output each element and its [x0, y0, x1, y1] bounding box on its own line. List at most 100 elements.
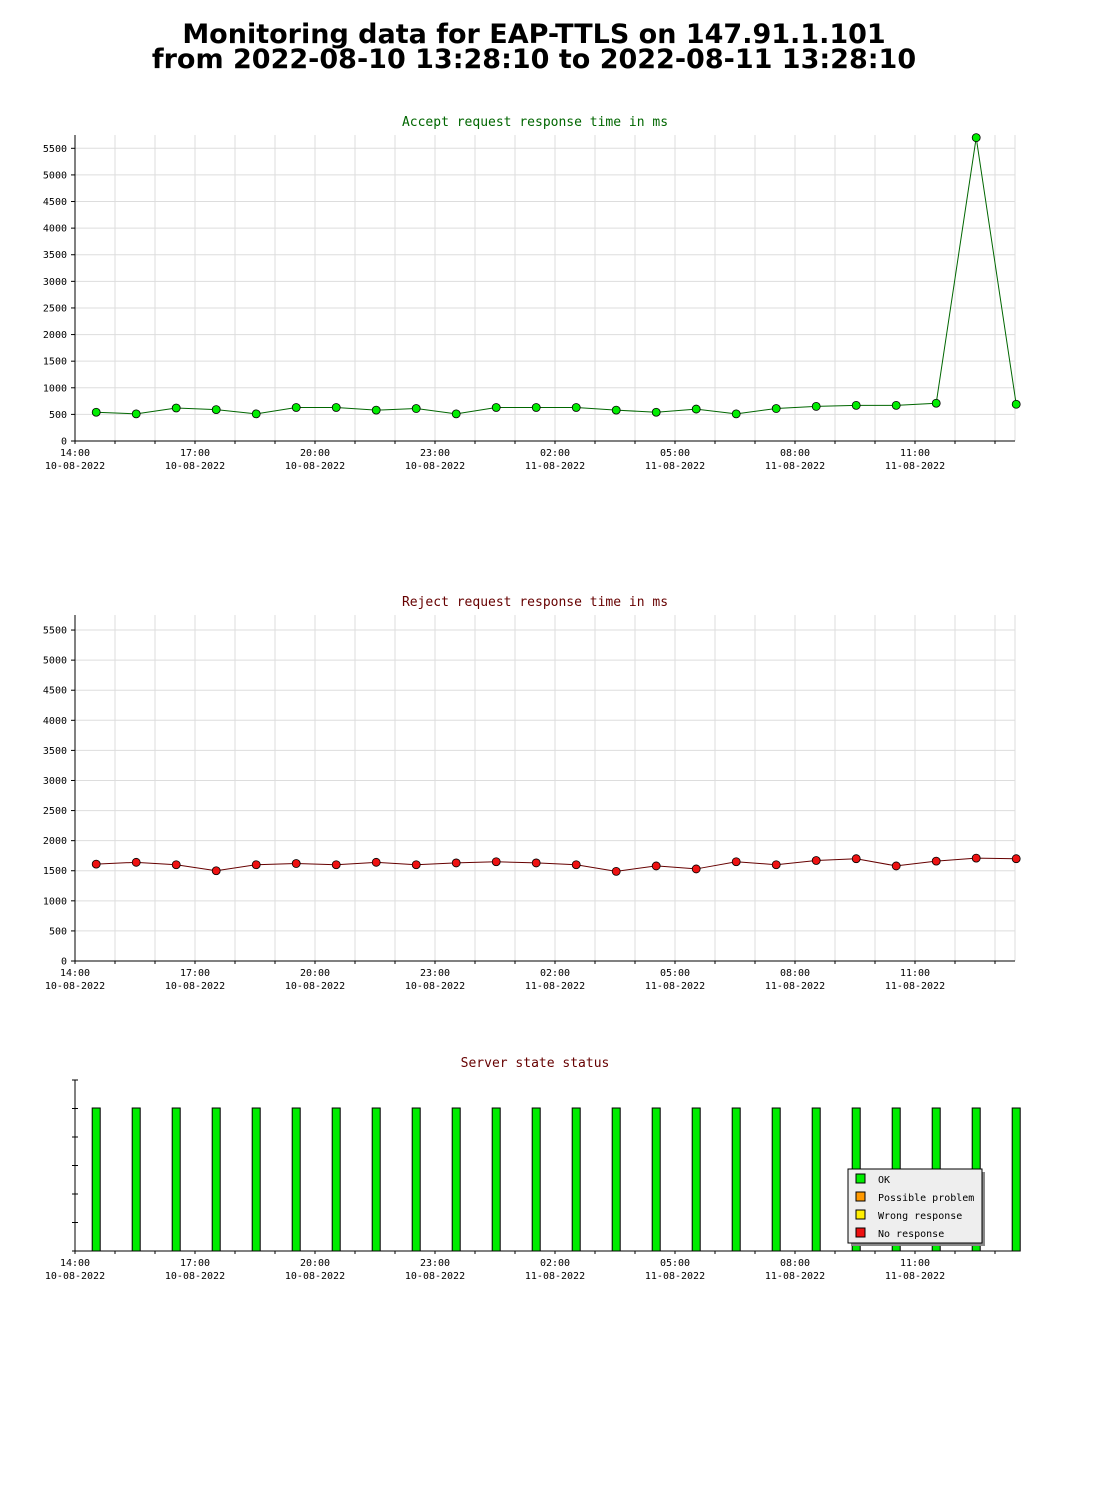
x-tick-label-time: 08:00 [780, 1258, 810, 1269]
status-bar [371, 1107, 381, 1252]
page-title-line-1: Monitoring data for EAP-TTLS on 147.91.1… [182, 19, 886, 50]
x-tick-label-date: 11-08-2022 [525, 981, 585, 992]
legend-box [847, 1168, 983, 1244]
x-tick-label-date: 11-08-2022 [885, 1271, 945, 1282]
data-point [731, 409, 741, 419]
data-point [291, 859, 301, 868]
data-point [891, 400, 901, 410]
data-point [411, 404, 421, 413]
data-point [91, 407, 101, 417]
x-tick-label-date: 10-08-2022 [405, 1271, 465, 1282]
status-bar [411, 1107, 421, 1252]
legend-label: Wrong response [878, 1211, 962, 1222]
y-tick-label: 1000 [43, 383, 67, 394]
data-point [371, 405, 381, 415]
y-tick-label: 0 [61, 437, 67, 448]
x-tick-label-date: 10-08-2022 [165, 1271, 225, 1282]
accept-response-chart: Accept request response time in ms 0 500 10… [43, 115, 1021, 472]
status-bar [771, 1107, 781, 1252]
data-point [931, 398, 941, 408]
chart-title: Reject request response time in ms [402, 595, 668, 610]
y-tick-label: 3000 [43, 277, 67, 288]
data-point [651, 861, 661, 871]
status-bar [531, 1107, 541, 1252]
status-bar [211, 1107, 221, 1252]
y-tick-label: 2500 [43, 806, 67, 817]
x-tick-label-time: 11:00 [900, 968, 930, 979]
y-tick-label: 4000 [43, 716, 67, 727]
status-bar [251, 1107, 261, 1252]
x-tick-label-date: 11-08-2022 [645, 1271, 705, 1282]
x-tick-label-date: 10-08-2022 [45, 461, 105, 472]
y-tick-label: 5500 [43, 144, 67, 155]
x-tick-label-date: 11-08-2022 [645, 461, 705, 472]
status-bar [651, 1107, 661, 1252]
data-point [491, 857, 501, 867]
x-tick-label-date: 10-08-2022 [405, 981, 465, 992]
status-bar [491, 1107, 501, 1252]
series-line [96, 857, 1017, 872]
x-tick-label-time: 17:00 [180, 1258, 210, 1269]
data-point [971, 133, 981, 143]
legend-swatch [855, 1209, 866, 1220]
y-tick-label: 5000 [43, 656, 67, 667]
x-tick-label-time: 20:00 [300, 1258, 330, 1269]
y-tick-label: 5500 [43, 626, 67, 637]
data-point [811, 856, 821, 865]
x-tick-label-time: 11:00 [900, 1258, 930, 1269]
y-tick-label: 1500 [43, 357, 67, 368]
data-point [331, 860, 341, 870]
data-point [971, 853, 981, 863]
x-tick-label-date: 11-08-2022 [885, 461, 945, 472]
data-point [371, 857, 381, 867]
x-tick-label-date: 10-08-2022 [45, 981, 105, 992]
x-tick-label-date: 11-08-2022 [765, 981, 825, 992]
status-bar [451, 1107, 461, 1252]
legend-label: No response [878, 1229, 944, 1240]
x-tick-label-time: 05:00 [660, 968, 690, 979]
y-tick-label: 1500 [43, 866, 67, 877]
reject-response-chart: Reject request response time in ms 0 500 10… [43, 595, 1021, 992]
page-title-line-2: from 2022-08-10 13:28:10 to 2022-08-11 1… [151, 44, 917, 75]
data-point [691, 864, 701, 874]
y-tick-label: 3000 [43, 776, 67, 787]
x-tick-label-time: 23:00 [420, 968, 450, 979]
legend-swatch [855, 1191, 866, 1202]
legend-label: Possible problem [878, 1193, 974, 1204]
data-point [451, 858, 461, 868]
data-point [131, 409, 141, 419]
y-tick-label: 4500 [43, 686, 67, 697]
data-point [811, 402, 821, 411]
status-bar [731, 1107, 741, 1252]
status-bar [91, 1107, 101, 1252]
y-tick-label: 2000 [43, 836, 67, 847]
data-point [531, 858, 541, 868]
data-point [651, 407, 661, 417]
data-point [691, 404, 701, 414]
data-point [531, 403, 541, 412]
data-point [291, 403, 301, 412]
status-bar [691, 1107, 701, 1252]
data-point [211, 866, 221, 876]
data-point [611, 405, 621, 415]
data-point [771, 860, 781, 870]
page-title: Monitoring data for EAP-TTLS on 147.91.1… [0, 19, 1068, 75]
chart-title: Server state status [461, 1056, 610, 1071]
x-tick-label-date: 10-08-2022 [165, 461, 225, 472]
status-bar [291, 1107, 301, 1252]
x-tick-label-time: 02:00 [540, 448, 570, 459]
data-point [171, 403, 181, 413]
status-bar [811, 1107, 821, 1252]
y-tick-label: 500 [49, 410, 67, 421]
x-tick-label-date: 11-08-2022 [525, 461, 585, 472]
data-point [891, 861, 901, 871]
status-bar [611, 1107, 621, 1252]
data-point [211, 405, 221, 415]
x-tick-label-date: 10-08-2022 [285, 461, 345, 472]
y-tick-label: 5000 [43, 170, 67, 181]
status-bar [331, 1107, 341, 1252]
x-tick-label-date: 10-08-2022 [165, 981, 225, 992]
x-tick-label-time: 20:00 [300, 448, 330, 459]
x-tick-label-time: 02:00 [540, 968, 570, 979]
y-tick-label: 4500 [43, 197, 67, 208]
